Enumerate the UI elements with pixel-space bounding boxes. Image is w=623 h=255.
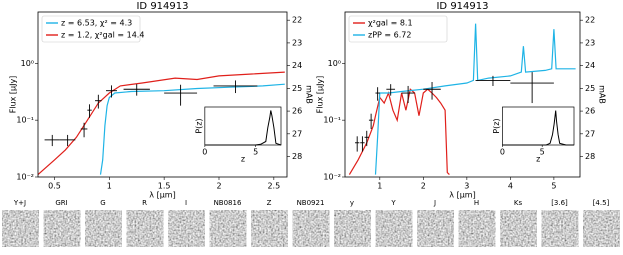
cutout-label: R: [142, 199, 147, 207]
cutout-label: I: [185, 199, 187, 207]
inset-frame: [502, 106, 575, 146]
cutout-image: [583, 210, 620, 247]
cutout-label: GRI: [55, 199, 67, 207]
y-tick-label: 10⁰: [328, 59, 341, 68]
cutout-image: [500, 210, 537, 247]
y2-tick-label: 24: [292, 61, 302, 70]
legend-label: χ²gal = 8.1: [368, 19, 413, 28]
cutout-label: Z: [267, 199, 272, 207]
inset-y-label: P(z): [194, 118, 203, 133]
cutout-image: [417, 210, 454, 247]
cutout-image: [334, 210, 371, 247]
cutout-image: [251, 210, 288, 247]
legend-label: zPP = 6.72: [368, 31, 411, 40]
series-line: [374, 23, 576, 175]
y2-tick-label: 28: [292, 152, 302, 161]
cutout-image: [458, 210, 496, 247]
inset-frame: [204, 106, 282, 146]
cutouts: Y+J GRI G R I NB0816 Z NB0921 y Y J H Ks [3.6] [4.5]: [2, 199, 620, 247]
inset-x-label: z: [241, 155, 245, 164]
inset-line: [204, 110, 282, 146]
series-line: [348, 88, 450, 176]
x-tick-label: 4: [508, 182, 513, 191]
y-axis-label: Flux [μJy]: [9, 76, 18, 114]
cutout-image: [85, 210, 122, 247]
inset-line: [502, 110, 574, 146]
cutout-label: [4.5]: [593, 199, 610, 207]
y-axis-label: Flux [μJy]: [316, 76, 325, 114]
x-tick-label: 5: [551, 182, 556, 191]
cutout-label: J: [433, 199, 436, 207]
y2-tick-label: 25: [292, 84, 302, 93]
y2-tick-label: 24: [585, 61, 595, 70]
x-tick-label: 1: [107, 182, 112, 191]
y-tick-label: 10⁻¹: [16, 116, 34, 125]
cutout-label: Y: [390, 199, 396, 207]
title: ID 914913: [136, 1, 188, 12]
y2-axis-label: mAB: [305, 85, 314, 104]
inset-x-tick-label: 0: [500, 148, 505, 157]
y2-tick-label: 27: [292, 129, 302, 138]
y-tick-label: 10⁻¹: [323, 116, 341, 125]
y2-axis-label: mAB: [598, 85, 607, 104]
y2-tick-label: 27: [585, 129, 595, 138]
y2-tick-label: 22: [585, 16, 595, 25]
axes-frame: [37, 11, 288, 178]
x-tick-label: 0.5: [48, 182, 61, 191]
inset-y-label: P(z): [492, 118, 501, 133]
cutout-label: NB0816: [214, 199, 242, 207]
cutout-label: G: [100, 199, 105, 207]
legend-label: z = 6.53, χ² = 4.3: [61, 19, 132, 28]
x-tick-label: 2.5: [267, 182, 280, 191]
cutout-label: Y+J: [13, 199, 26, 207]
y-tick-label: 10⁻²: [16, 173, 34, 182]
x-axis-label: λ [μm]: [449, 191, 475, 200]
cutout-image: [168, 210, 205, 247]
cutout-label: NB0921: [297, 199, 325, 207]
y2-tick-label: 28: [585, 152, 595, 161]
cutout-image: [375, 210, 413, 247]
cutout-image: [126, 210, 164, 247]
x-tick-label: 1.5: [158, 182, 171, 191]
cutout-image: [43, 210, 81, 247]
y2-tick-label: 22: [292, 16, 302, 25]
inset-x-label: z: [536, 155, 540, 164]
cutout-image: [292, 210, 330, 247]
y-tick-label: 10⁰: [21, 59, 34, 68]
x-tick-label: 2: [216, 182, 221, 191]
x-axis-label: λ [μm]: [149, 191, 175, 200]
cutout-label: H: [474, 199, 479, 207]
y2-tick-label: 23: [585, 38, 595, 47]
cutout-image: [209, 210, 247, 247]
y2-tick-label: 23: [292, 38, 302, 47]
y2-tick-label: 25: [585, 84, 595, 93]
plot-area: [38, 71, 285, 176]
axes-frame: [344, 11, 581, 178]
cutout-image: [2, 210, 39, 247]
inset-x-tick-label: 5: [253, 148, 258, 157]
y-tick-label: 10⁻²: [323, 173, 341, 182]
plot: ID 914913 0.5 1 1.5 2 2.5 10⁻² 10⁻¹ 10⁰ 22 23 24 25 2…: [9, 1, 314, 200]
series-line: [38, 71, 285, 176]
y2-tick-label: 26: [585, 107, 595, 116]
inset-x-tick-label: 0: [202, 148, 207, 157]
title: ID 914913: [436, 1, 488, 12]
cutout-label: [3.6]: [551, 199, 568, 207]
legend-box: [41, 15, 141, 43]
x-tick-label: 2: [421, 182, 426, 191]
plot-area: [348, 23, 576, 176]
x-tick-label: 1: [377, 182, 382, 191]
cutout-image: [541, 210, 579, 247]
x-tick-label: 3: [464, 182, 469, 191]
cutout-label: Ks: [514, 199, 523, 207]
legend-label: z = 1.2, χ²gal = 14.4: [61, 31, 144, 40]
cutout-label: y: [350, 199, 354, 207]
inset-x-tick-label: 5: [540, 148, 545, 157]
y2-tick-label: 26: [292, 107, 302, 116]
legend-box: [348, 15, 448, 43]
